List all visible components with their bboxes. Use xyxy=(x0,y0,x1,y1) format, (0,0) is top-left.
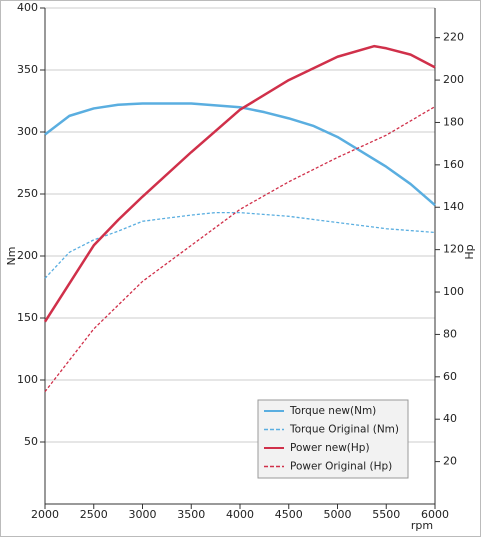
x-tick-label: 5000 xyxy=(324,508,352,521)
y-tick-label: 100 xyxy=(17,373,38,386)
x-tick-label: 4500 xyxy=(275,508,303,521)
y2-axis-label: Hp xyxy=(463,244,476,259)
y2-tick-label: 120 xyxy=(443,243,464,256)
series-line xyxy=(44,102,436,207)
y2-tick-label: 20 xyxy=(443,455,457,468)
legend-label: Torque Original (Nm) xyxy=(289,424,399,436)
y2-tick-label: 180 xyxy=(443,115,464,128)
y2-tick-label: 100 xyxy=(443,285,464,298)
y-tick-label: 150 xyxy=(17,311,38,324)
y2-tick-label: 200 xyxy=(443,73,464,86)
x-tick-label: 2500 xyxy=(80,508,108,521)
y-axis-label: Nm xyxy=(5,247,18,266)
x-axis-label: rpm xyxy=(411,519,433,532)
series-line xyxy=(44,106,436,393)
x-tick-label: 6000 xyxy=(421,508,449,521)
series-line xyxy=(44,211,436,279)
x-tick-label: 3000 xyxy=(129,508,157,521)
y2-tick-label: 60 xyxy=(443,370,457,383)
y-tick-label: 200 xyxy=(17,249,38,262)
legend-label: Torque new(Nm) xyxy=(289,405,376,417)
legend-box xyxy=(257,399,409,479)
y2-tick-label: 140 xyxy=(443,200,464,213)
x-tick-label: 4000 xyxy=(226,508,254,521)
y2-tick-label: 40 xyxy=(443,412,457,425)
x-tick-label: 5500 xyxy=(372,508,400,521)
legend-label: Power new(Hp) xyxy=(290,442,370,454)
y2-tick-label: 220 xyxy=(443,31,464,44)
y-tick-label: 300 xyxy=(17,125,38,138)
y2-tick-label: 160 xyxy=(443,158,464,171)
y-tick-label: 350 xyxy=(17,63,38,76)
y-tick-label: 250 xyxy=(17,187,38,200)
y-tick-label: 50 xyxy=(24,435,38,448)
x-tick-label: 2000 xyxy=(31,508,59,521)
y-tick-label: 400 xyxy=(17,1,38,14)
x-tick-label: 3500 xyxy=(177,508,205,521)
series-line xyxy=(43,44,436,323)
y2-tick-label: 80 xyxy=(443,327,457,340)
legend-label: Power Original (Hp) xyxy=(290,461,392,473)
